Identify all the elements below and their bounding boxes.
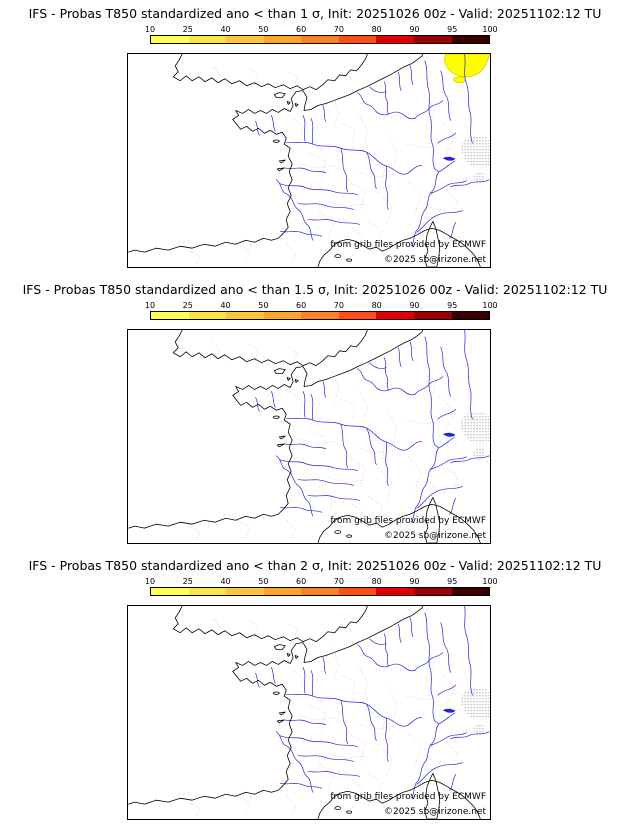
- attribution-copyright: ©2025 sb@irizone.net: [384, 255, 486, 265]
- colorbar-tick: 25: [182, 577, 193, 586]
- forecast-panel-1-5sigma: IFS - Probas T850 standardized ano < tha…: [0, 276, 630, 552]
- colorbar-bar: [150, 311, 490, 320]
- colorbar-tick: 50: [258, 577, 269, 586]
- colorbar-tick: 80: [371, 301, 382, 310]
- forecast-panel-2sigma: IFS - Probas T850 standardized ano < tha…: [0, 552, 630, 828]
- colorbar-tick: 10: [144, 25, 156, 34]
- colorbar-ticks: 10 25 40 50 60 70 80 90 95 100: [145, 301, 498, 311]
- colorbar-segment: [263, 36, 302, 43]
- colorbar-tick: 40: [220, 577, 231, 586]
- basemap: [128, 606, 490, 819]
- colorbar-tick: 100: [482, 577, 498, 586]
- colorbar-tick: 10: [144, 577, 156, 586]
- colorbar-segment: [263, 588, 302, 595]
- colorbar-segment: [413, 312, 452, 319]
- colorbar-segment: [263, 312, 302, 319]
- colorbar-segment: [188, 588, 227, 595]
- colorbar-segment: [188, 36, 227, 43]
- colorbar-segment: [226, 36, 264, 43]
- panel-title: IFS - Probas T850 standardized ano < tha…: [28, 6, 602, 21]
- colorbar-segment: [413, 588, 452, 595]
- colorbar-segment: [451, 588, 490, 595]
- colorbar-tick: 25: [182, 25, 193, 34]
- colorbar-segment: [338, 312, 377, 319]
- colorbar-segment: [151, 36, 189, 43]
- colorbar-segment: [188, 312, 227, 319]
- colorbar-tick: 25: [182, 301, 193, 310]
- colorbar-segment: [226, 588, 264, 595]
- colorbar-segment: [451, 312, 490, 319]
- map-frame: from grib files provided by ECMWF ©2025 …: [127, 53, 491, 268]
- colorbar-tick: 95: [447, 301, 458, 310]
- map-svg: [128, 330, 490, 543]
- colorbar-segment: [413, 36, 452, 43]
- colorbar-tick: 60: [296, 577, 307, 586]
- colorbar-tick: 60: [296, 301, 307, 310]
- map-frame: from grib files provided by ECMWF ©2025 …: [127, 605, 491, 820]
- colorbar-tick: 10: [144, 301, 156, 310]
- attribution-ecmwf: from grib files provided by ECMWF: [330, 240, 486, 250]
- colorbar-bar: [150, 587, 490, 596]
- colorbar-ticks: 10 25 40 50 60 70 80 90 95 100: [145, 577, 498, 587]
- basemap: [128, 54, 490, 267]
- colorbar-segment: [301, 312, 339, 319]
- colorbar-tick: 70: [333, 301, 344, 310]
- attribution-copyright: ©2025 sb@irizone.net: [384, 531, 486, 541]
- colorbar-ticks: 10 25 40 50 60 70 80 90 95 100: [145, 25, 498, 35]
- colorbar-segment: [226, 312, 264, 319]
- colorbar-segment: [151, 588, 189, 595]
- colorbar-tick: 70: [333, 25, 344, 34]
- colorbar-segment: [376, 36, 414, 43]
- colorbar-segment: [376, 588, 414, 595]
- probability-colorbar: 10 25 40 50 60 70 80 90 95 100: [145, 301, 498, 320]
- colorbar-tick: 95: [447, 25, 458, 34]
- attribution-copyright: ©2025 sb@irizone.net: [384, 807, 486, 817]
- colorbar-tick: 50: [258, 301, 269, 310]
- attribution-ecmwf: from grib files provided by ECMWF: [330, 516, 486, 526]
- colorbar-tick: 95: [447, 577, 458, 586]
- probability-area: [444, 54, 490, 84]
- panel-title: IFS - Probas T850 standardized ano < tha…: [28, 558, 602, 573]
- colorbar-bar: [150, 35, 490, 44]
- probability-colorbar: 10 25 40 50 60 70 80 90 95 100: [145, 25, 498, 44]
- colorbar-tick: 80: [371, 577, 382, 586]
- colorbar-tick: 40: [220, 301, 231, 310]
- panel-title: IFS - Probas T850 standardized ano < tha…: [22, 282, 608, 297]
- colorbar-tick: 100: [482, 25, 498, 34]
- colorbar-segment: [338, 36, 377, 43]
- colorbar-segment: [301, 36, 339, 43]
- basemap: [128, 330, 490, 543]
- attribution-ecmwf: from grib files provided by ECMWF: [330, 792, 486, 802]
- map-svg: [128, 606, 490, 819]
- map-frame: from grib files provided by ECMWF ©2025 …: [127, 329, 491, 544]
- colorbar-tick: 90: [409, 577, 420, 586]
- map-svg: [128, 54, 490, 267]
- colorbar-tick: 60: [296, 25, 307, 34]
- colorbar-tick: 70: [333, 577, 344, 586]
- colorbar-segment: [376, 312, 414, 319]
- colorbar-segment: [301, 588, 339, 595]
- colorbar-tick: 80: [371, 25, 382, 34]
- probability-colorbar: 10 25 40 50 60 70 80 90 95 100: [145, 577, 498, 596]
- colorbar-tick: 40: [220, 25, 231, 34]
- colorbar-tick: 100: [482, 301, 498, 310]
- forecast-panel-1sigma: IFS - Probas T850 standardized ano < tha…: [0, 0, 630, 276]
- colorbar-segment: [451, 36, 490, 43]
- colorbar-tick: 90: [409, 301, 420, 310]
- colorbar-segment: [338, 588, 377, 595]
- colorbar-tick: 50: [258, 25, 269, 34]
- colorbar-segment: [151, 312, 189, 319]
- colorbar-tick: 90: [409, 25, 420, 34]
